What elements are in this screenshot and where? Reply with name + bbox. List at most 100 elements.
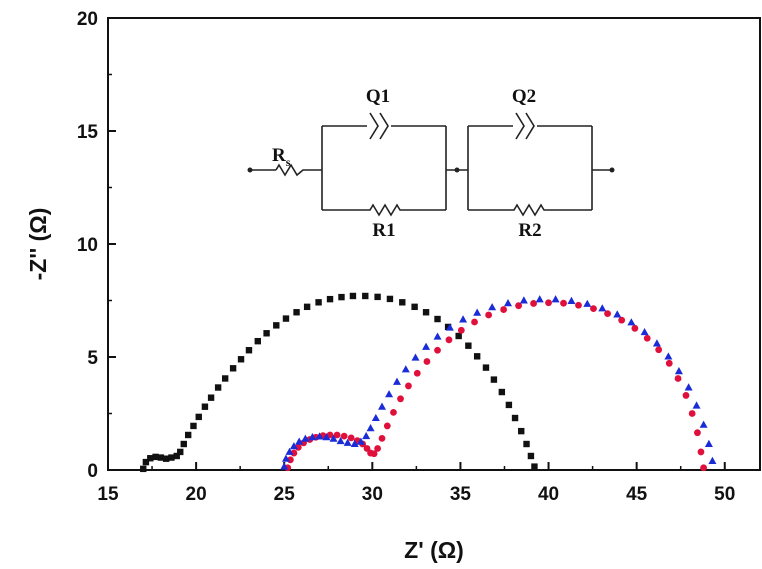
x-tick-label: 15 bbox=[97, 484, 119, 505]
data-point bbox=[482, 364, 490, 371]
data-point bbox=[684, 383, 693, 391]
x-tick-label: 25 bbox=[274, 484, 296, 505]
data-point bbox=[575, 301, 582, 309]
data-point bbox=[527, 452, 535, 460]
data-point bbox=[371, 413, 380, 422]
data-point bbox=[473, 353, 481, 360]
data-point bbox=[433, 332, 442, 340]
data-point bbox=[295, 437, 304, 445]
tick-labels: 15 20 25 30 35 40 45 50 0 5 10 15 20 bbox=[77, 9, 735, 505]
data-point bbox=[293, 309, 300, 316]
data-point bbox=[383, 422, 391, 430]
x-tick-label: 50 bbox=[714, 484, 735, 505]
data-point bbox=[692, 401, 701, 409]
data-point bbox=[405, 382, 412, 390]
data-point bbox=[315, 432, 324, 440]
data-point bbox=[473, 308, 482, 316]
x-tick-label: 45 bbox=[626, 484, 648, 505]
data-point bbox=[655, 346, 663, 354]
data-point bbox=[322, 433, 331, 441]
data-point bbox=[301, 434, 310, 442]
resistor-r2-label: R2 bbox=[518, 220, 541, 241]
data-point bbox=[490, 376, 498, 383]
data-point bbox=[362, 431, 371, 440]
data-point bbox=[343, 438, 352, 446]
data-point bbox=[289, 442, 298, 450]
data-point bbox=[643, 334, 651, 342]
data-point bbox=[347, 434, 355, 442]
data-point bbox=[708, 456, 717, 464]
data-point bbox=[485, 311, 493, 319]
circuit-node bbox=[454, 167, 460, 173]
data-point bbox=[142, 458, 150, 466]
data-point bbox=[664, 352, 673, 360]
data-point bbox=[207, 394, 215, 401]
circuit-terminal-left bbox=[247, 167, 253, 173]
plot-frame bbox=[107, 17, 761, 471]
equivalent-circuit: Rs Q1 R1 Q2 R2 bbox=[247, 86, 615, 241]
data-point bbox=[399, 299, 406, 306]
x-axis-title: Z' (Ω) bbox=[404, 537, 464, 563]
cpe-q2-label: Q2 bbox=[512, 86, 536, 107]
data-series bbox=[140, 292, 717, 473]
data-point bbox=[694, 429, 701, 437]
data-point bbox=[411, 303, 418, 311]
data-point bbox=[401, 365, 410, 373]
data-point bbox=[455, 332, 462, 340]
cpe-q1-symbol bbox=[369, 112, 389, 140]
data-point bbox=[378, 434, 386, 442]
data-point bbox=[214, 384, 222, 391]
data-point bbox=[545, 299, 552, 307]
rs-label-main: R bbox=[272, 145, 286, 166]
data-point bbox=[523, 440, 530, 448]
circuit-terminal-right bbox=[609, 167, 615, 173]
x-tick-label: 30 bbox=[362, 484, 383, 505]
resistor-r1-symbol bbox=[322, 203, 446, 217]
data-point bbox=[282, 315, 290, 322]
data-point bbox=[333, 431, 341, 439]
data-point bbox=[682, 392, 690, 399]
data-point bbox=[505, 401, 513, 409]
data-point bbox=[515, 302, 522, 310]
data-point bbox=[700, 464, 708, 472]
data-point bbox=[378, 402, 387, 410]
data-point bbox=[336, 436, 345, 445]
data-point bbox=[254, 337, 261, 345]
data-point bbox=[640, 327, 649, 336]
data-point bbox=[157, 454, 165, 461]
data-point bbox=[245, 347, 253, 354]
data-point bbox=[229, 365, 237, 372]
data-point bbox=[140, 465, 147, 473]
data-point bbox=[434, 315, 441, 323]
data-point bbox=[168, 454, 175, 461]
data-point bbox=[180, 440, 187, 448]
data-point bbox=[411, 353, 420, 361]
data-point bbox=[340, 432, 348, 440]
data-point bbox=[338, 293, 345, 301]
resistor-r2-symbol bbox=[468, 203, 592, 217]
data-point bbox=[177, 448, 184, 456]
data-point bbox=[423, 358, 431, 365]
data-point bbox=[329, 434, 338, 442]
resistor-rs-label: Rs bbox=[272, 145, 291, 169]
data-point bbox=[397, 395, 404, 403]
resistor-rs-symbol bbox=[275, 163, 322, 177]
data-point bbox=[422, 342, 431, 350]
data-point bbox=[434, 346, 441, 354]
y-axis-title: -Z'' (Ω) bbox=[25, 208, 51, 281]
data-point bbox=[519, 296, 528, 304]
data-point bbox=[674, 367, 683, 375]
data-point bbox=[201, 403, 209, 410]
resistor-r1-label: R1 bbox=[372, 220, 395, 241]
data-point bbox=[374, 445, 382, 452]
x-tick-label: 40 bbox=[538, 484, 559, 505]
data-point bbox=[604, 310, 611, 318]
data-point bbox=[445, 336, 453, 344]
data-point bbox=[500, 306, 508, 313]
data-point bbox=[697, 448, 705, 456]
data-point bbox=[315, 299, 322, 306]
data-point bbox=[652, 339, 661, 347]
data-point bbox=[273, 322, 280, 329]
cpe-q2-symbol bbox=[515, 112, 535, 140]
